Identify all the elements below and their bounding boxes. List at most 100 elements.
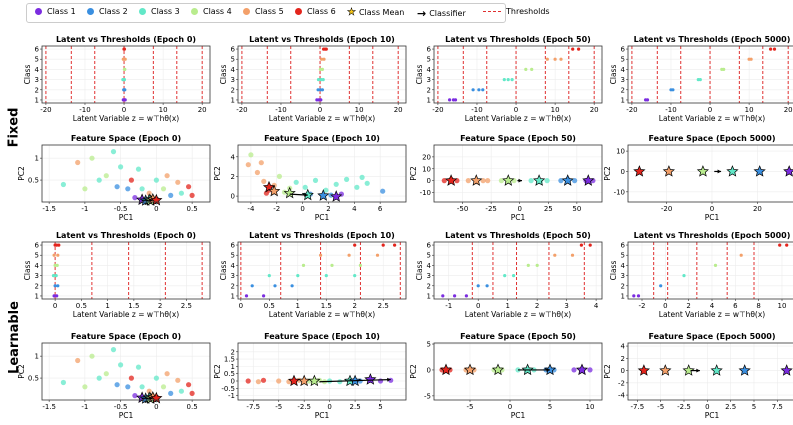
- data-point: [464, 294, 468, 298]
- x-tick-label: 0: [239, 302, 243, 310]
- row-label-learnable: Learnable: [6, 301, 22, 374]
- data-point: [316, 88, 320, 92]
- data-point: [558, 178, 564, 184]
- data-point: [485, 178, 491, 184]
- data-point: [146, 388, 152, 394]
- subplot: Feature Space (Epoch 10) -7.5 -5 -2.5 0 2.5 5 -…: [213, 332, 407, 420]
- subplot: Latent vs Thresholds (Epoch 50) -20 -10 0 10…: [415, 35, 603, 123]
- y-axis-label: Class: [415, 65, 424, 85]
- axes-frame: [41, 241, 211, 300]
- axes-frame: [627, 342, 793, 401]
- y-tick-label: 5: [621, 56, 625, 64]
- data-point: [146, 190, 152, 196]
- y-tick-label: 2: [231, 86, 235, 94]
- x-tick-label: 2.5: [181, 302, 192, 310]
- data-point: [296, 274, 300, 278]
- class-mean-star: [561, 174, 574, 186]
- data-point: [125, 384, 131, 390]
- y-tick-label: 2: [35, 282, 39, 290]
- class-mean-star: [308, 374, 321, 387]
- y-tick-label: 5: [427, 341, 431, 349]
- data-point: [324, 274, 328, 278]
- data-point: [577, 47, 581, 51]
- x-tick-label: 25: [544, 205, 553, 213]
- subplot: Latent vs Thresholds (Epoch 0) 0 0.5 1 1.5 2 2…: [23, 231, 211, 319]
- data-point: [544, 178, 550, 184]
- data-point: [132, 393, 138, 399]
- subplot: Latent vs Thresholds (Epoch 5000) -2 0 2 4 6 8…: [609, 231, 793, 319]
- x-tick-label: 0: [705, 403, 709, 411]
- subplot-title: Feature Space (Epoch 10): [264, 332, 380, 341]
- y-axis-label: Class: [23, 65, 32, 85]
- x-tick-label: -20: [432, 106, 443, 114]
- subplot: Feature Space (Epoch 5000) -7.5 -5 -2.5 0 2.5…: [603, 332, 793, 420]
- x-tick-label: 5: [752, 403, 756, 411]
- data-point: [364, 180, 370, 186]
- x-axis-label: PC1: [119, 213, 134, 222]
- data-point: [122, 47, 126, 51]
- data-point: [175, 179, 181, 185]
- data-point: [186, 382, 192, 388]
- classifier-arrowhead: [546, 368, 550, 372]
- y-tick-label: 0: [621, 367, 625, 375]
- y-tick-label: 20: [422, 153, 431, 161]
- data-point: [559, 57, 563, 61]
- data-point: [448, 98, 452, 102]
- axes-frame: [433, 45, 603, 104]
- x-axis-label: Latent Variable z = w⊤hθ(x): [465, 310, 572, 319]
- legend-item: ★ Class Mean: [347, 7, 405, 19]
- subplot-title: Latent vs Thresholds (Epoch 50): [445, 35, 591, 44]
- x-tick-label: 0: [663, 302, 667, 310]
- x-tick-label: 2: [158, 302, 162, 310]
- data-point: [290, 284, 294, 288]
- legend-label: Class Mean: [358, 8, 405, 17]
- x-tick-label: -20: [661, 205, 672, 213]
- x-axis-label: PC1: [119, 411, 134, 420]
- y-tick-label: 1: [427, 96, 431, 104]
- x-tick-label: 0: [154, 205, 158, 213]
- data-point: [114, 184, 120, 190]
- y-tick-label: 10: [422, 165, 431, 173]
- y-tick-label: 6: [621, 46, 626, 54]
- x-tick-label: 10: [551, 106, 560, 114]
- data-point: [273, 284, 277, 288]
- subplot: Feature Space (Epoch 50) -50 -25 0 25 50 -10 0 1…: [409, 134, 603, 222]
- x-tick-label: 0: [300, 205, 304, 213]
- y-tick-label: 5: [231, 252, 235, 260]
- classifier-arrowhead: [387, 377, 391, 382]
- data-point: [178, 190, 184, 196]
- subplot-title: Latent vs Thresholds (Epoch 10): [249, 35, 395, 44]
- data-point: [579, 243, 584, 247]
- data-point: [75, 159, 81, 166]
- data-point: [281, 189, 288, 195]
- data-point: [320, 67, 324, 71]
- data-point: [60, 181, 66, 188]
- x-tick-label: 5: [378, 403, 382, 411]
- y-tick-label: 1: [35, 292, 39, 300]
- y-tick-label: 3: [621, 272, 625, 280]
- x-tick-label: 8: [756, 302, 760, 310]
- y-tick-label: 0: [621, 168, 625, 176]
- x-tick-label: 10: [778, 302, 787, 310]
- x-tick-label: 0: [514, 106, 518, 114]
- y-tick-label: -5: [424, 392, 431, 400]
- class-mean-star: [445, 174, 458, 186]
- data-point: [553, 253, 557, 257]
- y-tick-label: 4: [621, 343, 626, 351]
- legend-item: Class 4: [191, 7, 232, 16]
- y-axis-label: Class: [219, 65, 228, 85]
- data-point: [132, 195, 138, 201]
- x-tick-label: 20: [753, 205, 762, 213]
- data-point: [330, 263, 334, 267]
- x-tick-label: 0.5: [187, 403, 198, 411]
- data-point: [526, 263, 530, 267]
- data-point: [244, 294, 249, 298]
- x-axis-label: Latent Variable z = w⊤hθ(x): [269, 114, 376, 123]
- axes-frame: [627, 45, 793, 104]
- y-axis-label: Class: [609, 65, 618, 85]
- data-point: [276, 173, 282, 179]
- data-point: [570, 253, 575, 257]
- data-point: [52, 294, 56, 298]
- data-point: [682, 274, 686, 278]
- data-point: [175, 377, 181, 383]
